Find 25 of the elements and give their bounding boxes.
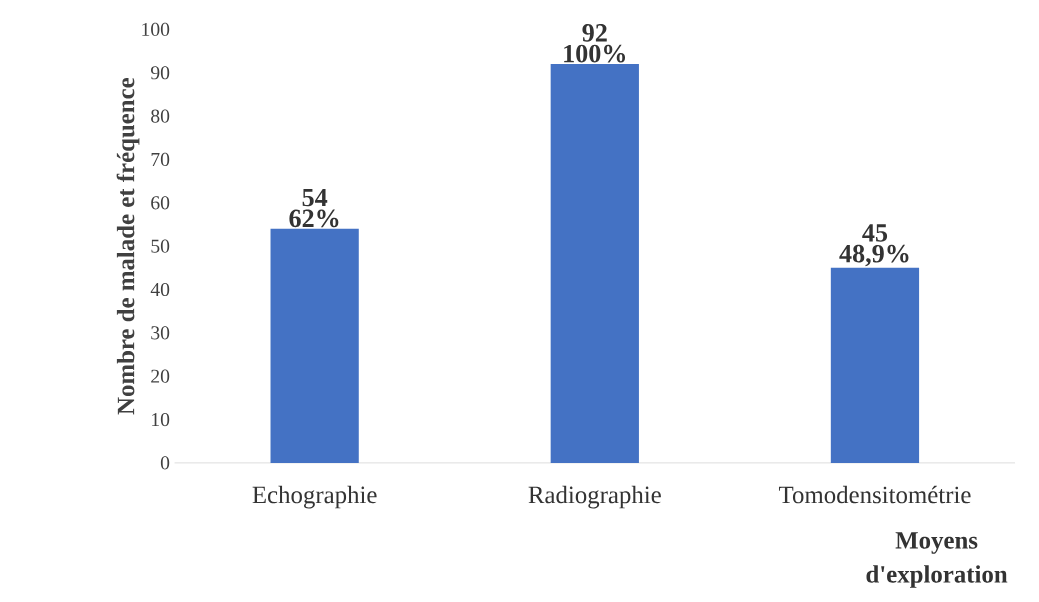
x-tick-label: Tomodensitométrie: [778, 485, 971, 504]
y-tick-label: 50: [151, 239, 170, 253]
y-axis-title: Nombre de malade et fréquence: [116, 77, 140, 415]
data-label: 54: [302, 188, 328, 207]
y-tick-label: 30: [151, 326, 170, 340]
x-axis-title: Moyens d'exploration: [866, 532, 1008, 588]
annotation: 62%: [289, 209, 339, 228]
bar: [550, 64, 639, 463]
data-label: 92: [582, 24, 607, 42]
bar: [270, 228, 359, 463]
y-tick-label: 60: [151, 196, 170, 210]
y-tick-label: 100: [142, 22, 170, 36]
bar: [830, 267, 920, 463]
y-tick-label: 10: [152, 412, 170, 427]
y-tick-label: 90: [150, 66, 170, 80]
x-tick-label: Radiographie: [528, 485, 661, 509]
x-tick-label: Echographie: [252, 485, 377, 509]
y-tick-label: 0: [160, 456, 170, 470]
data-label: 45: [862, 224, 888, 242]
y-tick-label: 70: [151, 152, 170, 166]
annotation: 100%: [564, 44, 626, 63]
y-tick-label: 40: [150, 282, 170, 297]
y-tick-label: 20: [151, 369, 170, 383]
annotation: 48,9%: [839, 244, 909, 267]
y-tick-label: 80: [151, 109, 170, 123]
